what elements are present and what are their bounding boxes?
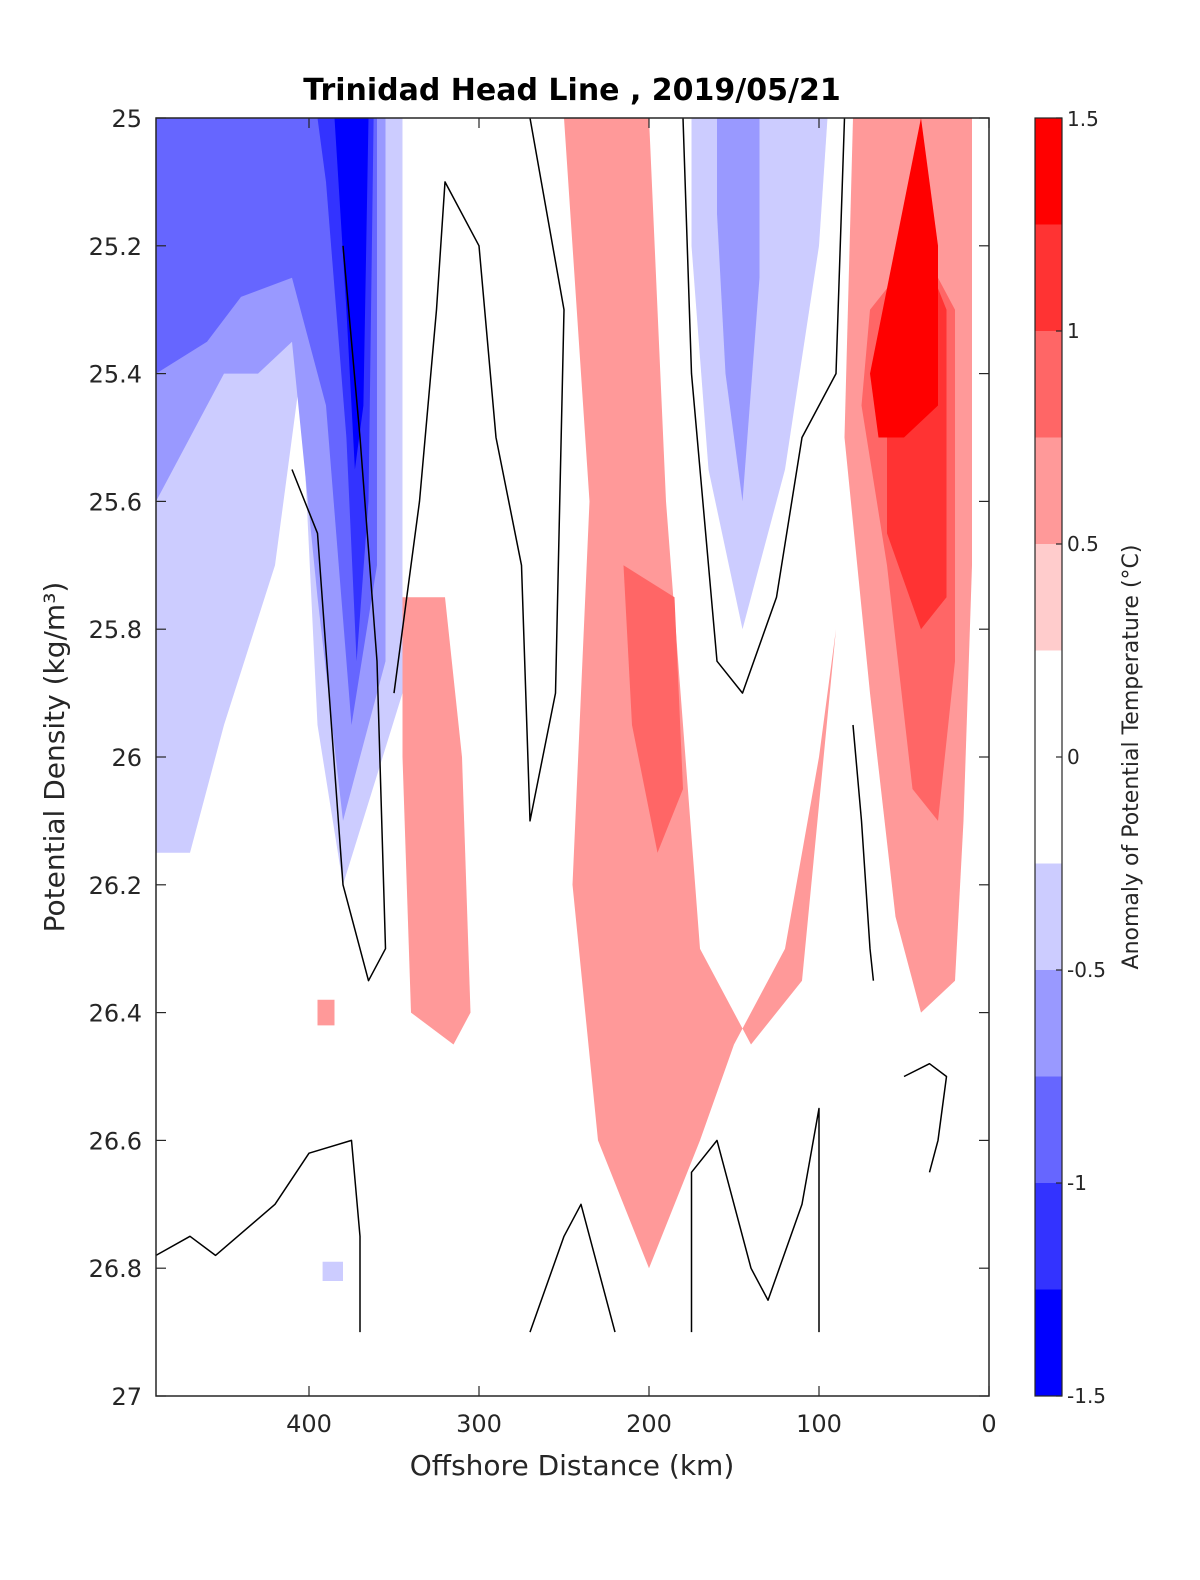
x-tick-label: 300 [456,1410,502,1438]
colorbar-label: Anomaly of Potential Temperature (°C) [1119,545,1144,970]
filled-region-nearshore-warm-max [870,118,938,438]
filled-region-isolated-cold-patch [322,1261,343,1281]
colorbar-segment [1035,970,1062,1077]
colorbar-segment [1035,1183,1062,1290]
filled-region-mid-warm-core [623,565,683,853]
y-tick-label: 27 [111,1383,142,1411]
y-tick-label: 26.6 [89,1127,142,1155]
colorbar-tick-label: -0.5 [1067,958,1106,982]
filled-region-inner-warm-patch [402,597,471,1045]
x-tick-label: 400 [286,1410,332,1438]
y-tick-label: 25.4 [89,361,142,389]
colorbar-segment [1035,544,1062,651]
x-axis-label: Offshore Distance (km) [410,1449,735,1482]
contour-line-zero-contour-deep-offshore [155,1139,361,1333]
colorbar-segment [1035,118,1062,225]
contour-line-zero-contour-central-wedge [393,117,565,822]
colorbar-segment [1035,1289,1062,1396]
filled-region-mid-warm-band [564,118,836,1269]
y-tick-label: 26.8 [89,1255,142,1283]
colorbar: -1.5 -1 -0.5 0 0.5 1 1.5 [1034,107,1106,1408]
y-axis-label: Potential Density (kg/m³) [38,582,71,933]
colorbar-tick-label: 0 [1067,745,1080,769]
contour-line-zero-contour-offshore-inner [291,245,387,982]
colorbar-tick-label: 0.5 [1067,532,1099,556]
y-tick-label: 25 [111,105,142,133]
contour-line-zero-contour-nearshore-deep [903,1062,948,1173]
colorbar-segment [1035,863,1062,970]
y-tick-label: 25.8 [89,616,142,644]
colorbar-segment [1035,437,1062,544]
colorbar-tick-label: -1.5 [1067,1384,1106,1408]
contour-line-zero-contour-deep-mid [529,1203,616,1333]
y-axis: 25 25.2 25.4 25.6 25.8 26 26.2 26.4 26.6 26.8 27 [89,105,989,1411]
x-tick-label: 100 [796,1410,842,1438]
filled-region-mid-cold-core [717,118,760,502]
colorbar-tick-label: -1 [1067,1171,1087,1195]
x-axis: 400 300 200 100 0 [286,118,997,1438]
filled-region-small-warm-patch [317,999,335,1026]
y-tick-label: 25.2 [89,233,142,261]
filled-region-offshore-cold-strong [156,118,377,725]
y-tick-label: 26 [111,744,142,772]
contour-line-zero-contour-mid-cold [682,117,846,694]
x-tick-label: 0 [981,1410,996,1438]
y-tick-label: 26.2 [89,872,142,900]
colorbar-tick-label: 1 [1067,319,1080,343]
filled-region-offshore-cold-max [334,118,369,470]
plot-contours [155,117,948,1333]
contour-line-zero-contour-nearshore [852,724,875,981]
x-tick-label: 200 [626,1410,672,1438]
plot-fills [156,118,972,1281]
y-tick-label: 25.6 [89,488,142,516]
chart-title: Trinidad Head Line , 2019/05/21 [303,73,840,108]
y-tick-label: 26.4 [89,1000,142,1028]
colorbar-segment [1035,224,1062,331]
colorbar-segment [1035,1076,1062,1183]
colorbar-tick-label: 1.5 [1067,107,1099,131]
colorbar-segment [1035,331,1062,438]
contour-line-zero-contour-deep-inner [690,1107,820,1333]
